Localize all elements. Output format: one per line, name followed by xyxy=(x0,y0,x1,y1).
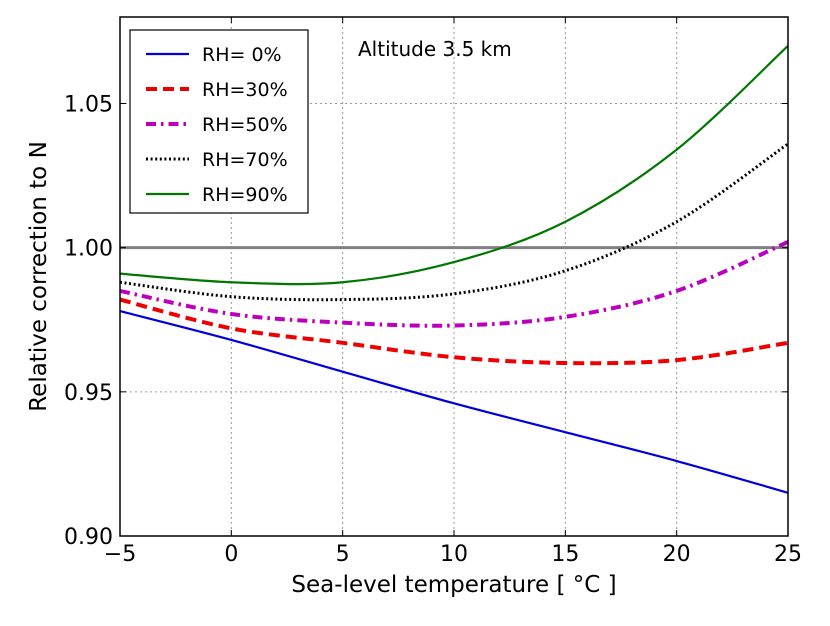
series-line-1 xyxy=(119,297,789,366)
legend-label-3: RH=70% xyxy=(202,149,288,171)
series-line-4 xyxy=(119,45,789,286)
y-tick-label-2: 1.00 xyxy=(64,237,113,262)
axis-ticks: −5 0 5 10 15 20 25 0.90 0.95 1.00 1.05 xyxy=(64,17,802,567)
y-tick-label-3: 1.05 xyxy=(64,93,113,118)
x-tick-label-4: 15 xyxy=(551,542,579,567)
series-line-3 xyxy=(119,142,789,302)
altitude-annotation: Altitude 3.5 km xyxy=(358,37,512,61)
legend-box xyxy=(129,29,309,214)
legend-label-4: RH=90% xyxy=(202,184,288,206)
x-tick-label-3: 10 xyxy=(440,542,468,567)
x-tick-label-0: −5 xyxy=(104,542,136,567)
x-axis-label: Sea-level temperature [ °C ] xyxy=(291,572,616,598)
x-tick-label-6: 25 xyxy=(774,542,802,567)
y-axis-label: Relative correction to N xyxy=(26,141,52,412)
series-line-0 xyxy=(119,310,789,494)
legend-label-0: RH= 0% xyxy=(202,44,282,66)
y-tick-label-0: 0.90 xyxy=(64,525,113,550)
legend-label-1: RH=30% xyxy=(202,79,288,101)
x-tick-label-2: 5 xyxy=(336,542,350,567)
series-lines xyxy=(119,45,789,494)
series-line-2 xyxy=(119,240,789,328)
legend: RH= 0% RH=30% RH=50% RH=70% RH=90% xyxy=(129,29,309,214)
x-tick-label-1: 0 xyxy=(224,542,238,567)
legend-label-2: RH=50% xyxy=(202,114,288,136)
x-tick-label-5: 20 xyxy=(663,542,691,567)
y-tick-label-1: 0.95 xyxy=(64,381,113,406)
